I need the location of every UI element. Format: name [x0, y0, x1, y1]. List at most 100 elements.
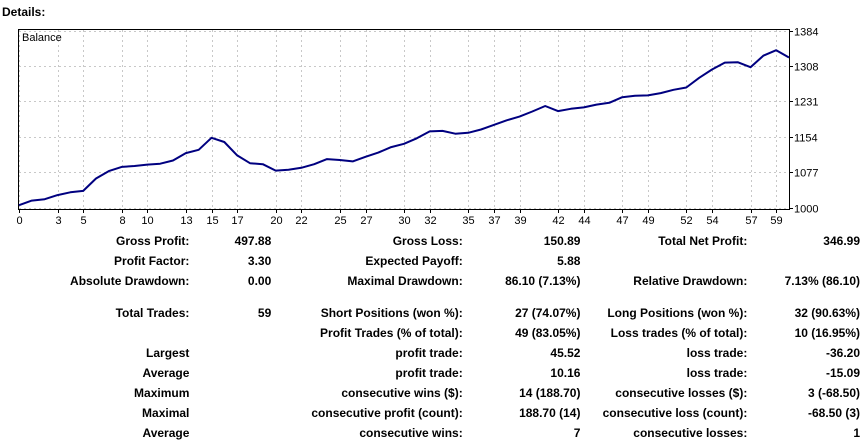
- x-tick-label: 37: [488, 215, 500, 227]
- stats-row: Profit Trades (% of total): 49 (83.05%) …: [0, 323, 860, 343]
- maximal-drawdown-value: 86.10 (7.13%): [505, 274, 581, 288]
- relative-drawdown-label: Relative Drawdown:: [633, 274, 748, 288]
- stats-row: Largest profit trade: 45.52 loss trade: …: [0, 343, 860, 363]
- x-tick-label: 10: [141, 215, 153, 227]
- x-tick-label: 8: [119, 215, 125, 227]
- long-positions-label: Long Positions (won %):: [607, 306, 748, 320]
- chart-grid: [19, 30, 789, 209]
- x-tick-label: 30: [398, 215, 410, 227]
- balance-chart: 0 3 5 8 10 13 15 17 20 22 25 27 30 32 35 37 39 42 44 47 49 52…: [16, 27, 818, 228]
- x-tick-label: 0: [16, 215, 22, 227]
- x-tick-label: 17: [231, 215, 243, 227]
- chart-plot-frame: [18, 29, 790, 210]
- average-label: Average: [142, 366, 190, 380]
- average-consecutive-losses-value: 1: [853, 426, 860, 440]
- max-consecutive-losses-label: consecutive losses ($):: [615, 386, 748, 400]
- details-title: Details:: [2, 5, 46, 19]
- x-tick-label: 32: [424, 215, 436, 227]
- gross-loss-label: Gross Loss:: [392, 234, 463, 248]
- stats-row: Profit Factor: 3.30 Expected Payoff: 5.8…: [0, 251, 860, 271]
- short-positions-value: 27 (74.07%): [515, 306, 581, 320]
- x-tick-label: 22: [295, 215, 307, 227]
- gross-loss-value: 150.89: [543, 234, 581, 248]
- stats-table: Gross Profit: 497.88 Gross Loss: 150.89 …: [0, 231, 860, 443]
- absolute-drawdown-label: Absolute Drawdown:: [70, 274, 190, 288]
- x-tick-label: 20: [270, 215, 282, 227]
- x-tick-label: 39: [514, 215, 526, 227]
- stats-row: Average consecutive wins: 7 consecutive …: [0, 423, 860, 443]
- stats-row: Total Trades: 59 Short Positions (won %)…: [0, 303, 860, 323]
- x-tick-label: 49: [642, 215, 654, 227]
- x-tick-label: 25: [334, 215, 346, 227]
- y-tick-label: 1231: [794, 97, 818, 109]
- average-consecutive-losses-label: consecutive losses:: [633, 426, 748, 440]
- total-net-profit-value: 346.99: [823, 234, 860, 248]
- y-tick-label: 1308: [794, 62, 818, 74]
- total-trades-label: Total Trades:: [115, 306, 190, 320]
- average-profit-label: profit trade:: [395, 366, 463, 380]
- x-tick-label: 57: [745, 215, 757, 227]
- loss-trades-value: 10 (16.95%): [794, 326, 860, 340]
- stats-row: Absolute Drawdown: 0.00 Maximal Drawdown…: [0, 271, 860, 291]
- x-tick-label: 52: [680, 215, 692, 227]
- gross-profit-label: Gross Profit:: [116, 234, 190, 248]
- total-net-profit-label: Total Net Profit:: [658, 234, 748, 248]
- largest-profit-value: 45.52: [550, 346, 581, 360]
- profit-factor-label: Profit Factor:: [114, 254, 190, 268]
- y-tick-label: 1384: [794, 27, 818, 39]
- average-loss-label: loss trade:: [686, 366, 748, 380]
- maximal-consecutive-profit-value: 188.70 (14): [519, 406, 581, 420]
- largest-loss-value: -36.20: [825, 346, 860, 360]
- x-tick-label: 13: [180, 215, 192, 227]
- maximal-consecutive-profit-label: consecutive profit (count):: [311, 406, 463, 420]
- maximal-consecutive-loss-label: consecutive loss (count):: [602, 406, 748, 420]
- x-tick-label: 35: [462, 215, 474, 227]
- loss-trades-label: Loss trades (% of total):: [610, 326, 748, 340]
- average-consecutive-wins-value: 7: [573, 426, 581, 440]
- largest-label: Largest: [146, 346, 190, 360]
- maximum-label: Maximum: [134, 386, 190, 400]
- y-tick-label: 1000: [794, 204, 818, 216]
- expected-payoff-label: Expected Payoff:: [365, 254, 463, 268]
- average-consecutive-wins-label: consecutive wins:: [359, 426, 463, 440]
- x-tick-label: 27: [360, 215, 372, 227]
- absolute-drawdown-value: 0.00: [247, 274, 272, 288]
- largest-profit-label: profit trade:: [395, 346, 463, 360]
- y-axis: 1000 1077 1154 1231 1308 1384: [789, 27, 818, 216]
- x-tick-label: 44: [578, 215, 590, 227]
- average-consecutive-label: Average: [142, 426, 190, 440]
- profit-factor-value: 3.30: [247, 254, 272, 268]
- y-tick-label: 1077: [794, 168, 818, 180]
- maximal-drawdown-label: Maximal Drawdown:: [347, 274, 463, 288]
- maximal-consecutive-loss-value: -68.50 (3): [807, 406, 860, 420]
- x-tick-label: 47: [616, 215, 628, 227]
- x-tick-label: 42: [552, 215, 564, 227]
- chart-series: [18, 49, 790, 207]
- profit-trades-label: Profit Trades (% of total):: [320, 326, 463, 340]
- profit-trades-value: 49 (83.05%): [515, 326, 581, 340]
- max-consecutive-wins-value: 14 (188.70): [519, 386, 581, 400]
- maximal-label: Maximal: [142, 406, 190, 420]
- stats-row: Maximum consecutive wins ($): 14 (188.70…: [0, 383, 860, 403]
- max-consecutive-losses-value: 3 (-68.50): [807, 386, 860, 400]
- x-tick-label: 54: [706, 215, 718, 227]
- short-positions-label: Short Positions (won %):: [320, 306, 463, 320]
- expected-payoff-value: 5.88: [557, 254, 581, 268]
- x-tick-label: 15: [206, 215, 218, 227]
- stats-row: Average profit trade: 10.16 loss trade: …: [0, 363, 860, 383]
- total-trades-value: 59: [257, 306, 272, 320]
- x-tick-label: 59: [770, 215, 782, 227]
- chart-title: Balance: [22, 32, 62, 44]
- x-tick-label: 5: [80, 215, 86, 227]
- relative-drawdown-value: 7.13% (86.10): [784, 274, 860, 288]
- x-tick-label: 3: [55, 215, 61, 227]
- stats-row: Maximal consecutive profit (count): 188.…: [0, 403, 860, 423]
- gross-profit-value: 497.88: [234, 234, 272, 248]
- x-axis: 0 3 5 8 10 13 15 17 20 22 25 27 30 32 35 37 39 42 44 47 49 52…: [16, 209, 783, 227]
- max-consecutive-wins-label: consecutive wins ($):: [341, 386, 463, 400]
- balance-line: [18, 49, 790, 207]
- average-profit-value: 10.16: [550, 366, 581, 380]
- y-tick-label: 1154: [794, 133, 818, 145]
- average-loss-value: -15.09: [825, 366, 860, 380]
- long-positions-value: 32 (90.63%): [794, 306, 860, 320]
